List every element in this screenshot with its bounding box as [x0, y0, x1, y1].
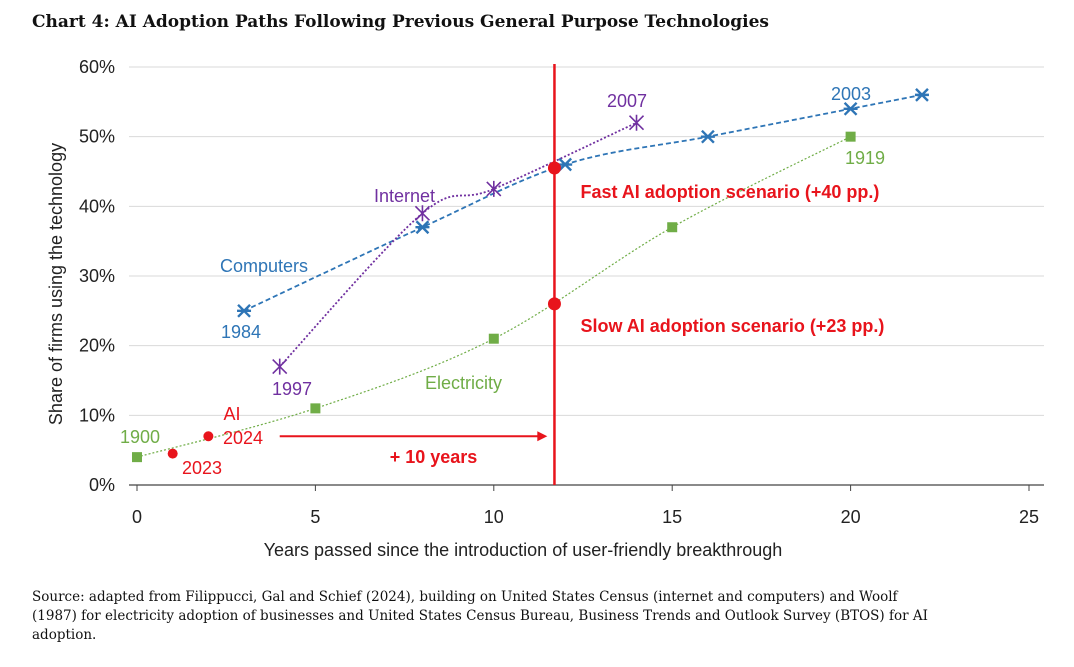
x-tick-label: 20: [841, 507, 861, 527]
electricity-point: [310, 403, 321, 414]
x-tick-label: 25: [1019, 507, 1039, 527]
data-marks: [132, 64, 929, 485]
internet-point: [486, 180, 502, 197]
series-label-electricity: Electricity: [425, 373, 502, 393]
computers-point: [237, 303, 252, 318]
x-tick-label: 0: [132, 507, 142, 527]
year-label: 1984: [221, 322, 261, 342]
computers-point: [415, 220, 430, 235]
year-label: 1900: [120, 427, 160, 447]
scenario-label: Fast AI adoption scenario (+40 pp.): [580, 182, 879, 202]
y-tick-label: 30%: [79, 266, 115, 286]
electricity-point: [845, 131, 856, 142]
trend-computers: [243, 93, 923, 312]
y-tick-label: 20%: [79, 336, 115, 356]
year-label: 2024: [223, 428, 263, 448]
chart-title: Chart 4: AI Adoption Paths Following Pre…: [32, 12, 770, 32]
source-note: Source: adapted from Filippucci, Gal and…: [32, 589, 928, 643]
scenario-label: Slow AI adoption scenario (+23 pp.): [580, 316, 884, 336]
ai-point: [203, 431, 214, 442]
internet-point: [628, 114, 645, 131]
grid: [129, 66, 1044, 486]
year-label: 2003: [831, 84, 871, 104]
computers-point: [700, 129, 715, 144]
y-tick-label: 50%: [79, 127, 115, 147]
year-label: 1919: [845, 148, 885, 168]
year-label: 1997: [272, 379, 312, 399]
series-label-ai: AI: [223, 404, 240, 424]
scenario-point: [547, 297, 561, 311]
electricity-point: [488, 333, 499, 344]
x-tick-label: 5: [310, 507, 320, 527]
x-tick-label: 10: [484, 507, 504, 527]
scenario-point: [547, 161, 561, 175]
series-label-internet: Internet: [374, 186, 435, 206]
series-label-computers: Computers: [220, 256, 308, 276]
arrow-head: [537, 431, 548, 442]
y-tick-label: 60%: [79, 57, 115, 77]
y-tick-label: 40%: [79, 196, 115, 216]
internet-point: [272, 358, 288, 375]
trend-internet: [279, 121, 637, 368]
chart: 0% 10% 20% 30% 40% 50% 60% 0 5 10 15 20 25 Years pass…: [46, 57, 1044, 560]
arrow-label: + 10 years: [390, 447, 478, 467]
y-tick-label: 10%: [79, 405, 115, 425]
axes: 0% 10% 20% 30% 40% 50% 60% 0 5 10 15 20 25 Years pass…: [46, 57, 1039, 560]
computers-point: [843, 101, 858, 116]
computers-point: [558, 157, 573, 172]
x-tick-label: 15: [662, 507, 682, 527]
x-axis-title: Years passed since the introduction of u…: [264, 540, 783, 560]
chart-labels: Fast AI adoption scenario (+40 pp.) Slow …: [120, 84, 885, 478]
electricity-point: [667, 222, 678, 233]
electricity-point: [132, 452, 142, 463]
y-tick-label: 0%: [89, 475, 115, 495]
year-label: 2007: [607, 91, 647, 111]
internet-point: [414, 205, 431, 222]
y-axis-title: Share of firms using the technology: [46, 143, 66, 425]
year-label: 2023: [182, 458, 222, 478]
computers-point: [914, 88, 929, 102]
ai-point: [167, 448, 178, 459]
